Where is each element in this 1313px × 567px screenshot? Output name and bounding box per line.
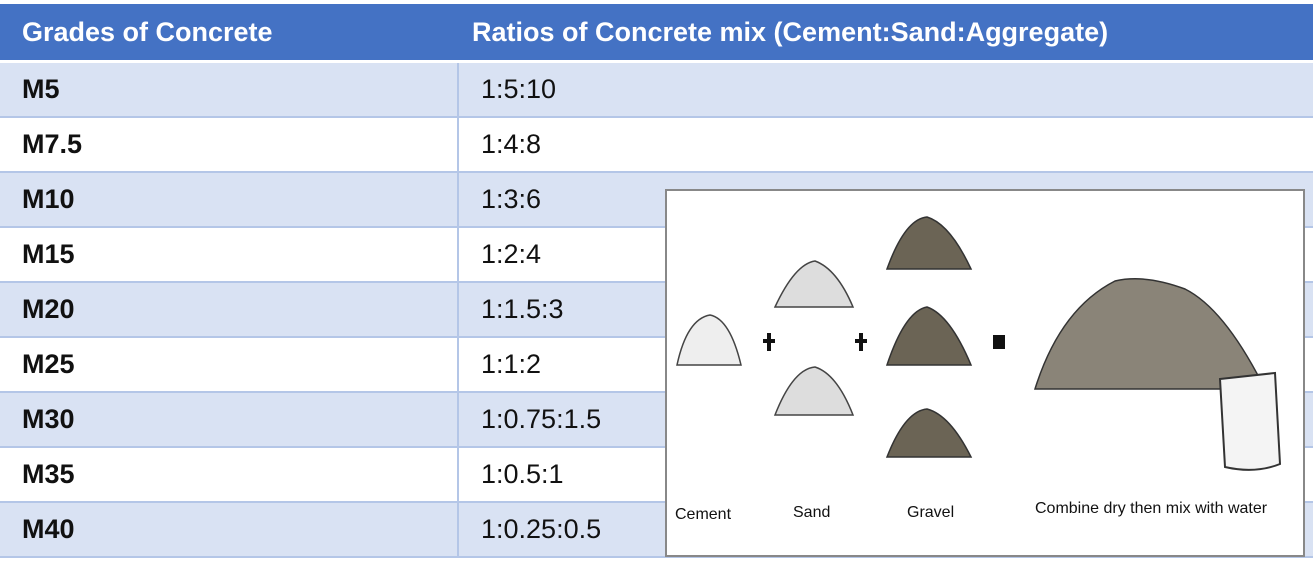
column-header: Grades of Concrete: [0, 4, 458, 62]
illustration-label: Combine dry then mix with water: [1035, 500, 1268, 517]
grade-cell: M35: [0, 447, 458, 502]
illustration-label: Sand: [793, 504, 830, 521]
grade-cell: M7.5: [0, 117, 458, 172]
mix-illustration: Cement Sand Gravel Combine dry then mix …: [665, 189, 1305, 557]
grade-cell: M20: [0, 282, 458, 337]
page: Grades of Concrete Ratios of Concrete mi…: [0, 0, 1313, 567]
grade-cell: M30: [0, 392, 458, 447]
grade-cell: M10: [0, 172, 458, 227]
grade-cell: M5: [0, 62, 458, 118]
ratio-cell: 1:5:10: [458, 62, 1313, 118]
column-header: Ratios of Concrete mix (Cement:Sand:Aggr…: [458, 4, 1313, 62]
header-row: Grades of Concrete Ratios of Concrete mi…: [0, 4, 1313, 62]
grade-cell: M40: [0, 502, 458, 557]
illustration-label: Cement: [675, 506, 732, 523]
grade-cell: M15: [0, 227, 458, 282]
grade-cell: M25: [0, 337, 458, 392]
ratio-cell: 1:4:8: [458, 117, 1313, 172]
illustration-label: Gravel: [907, 504, 954, 521]
